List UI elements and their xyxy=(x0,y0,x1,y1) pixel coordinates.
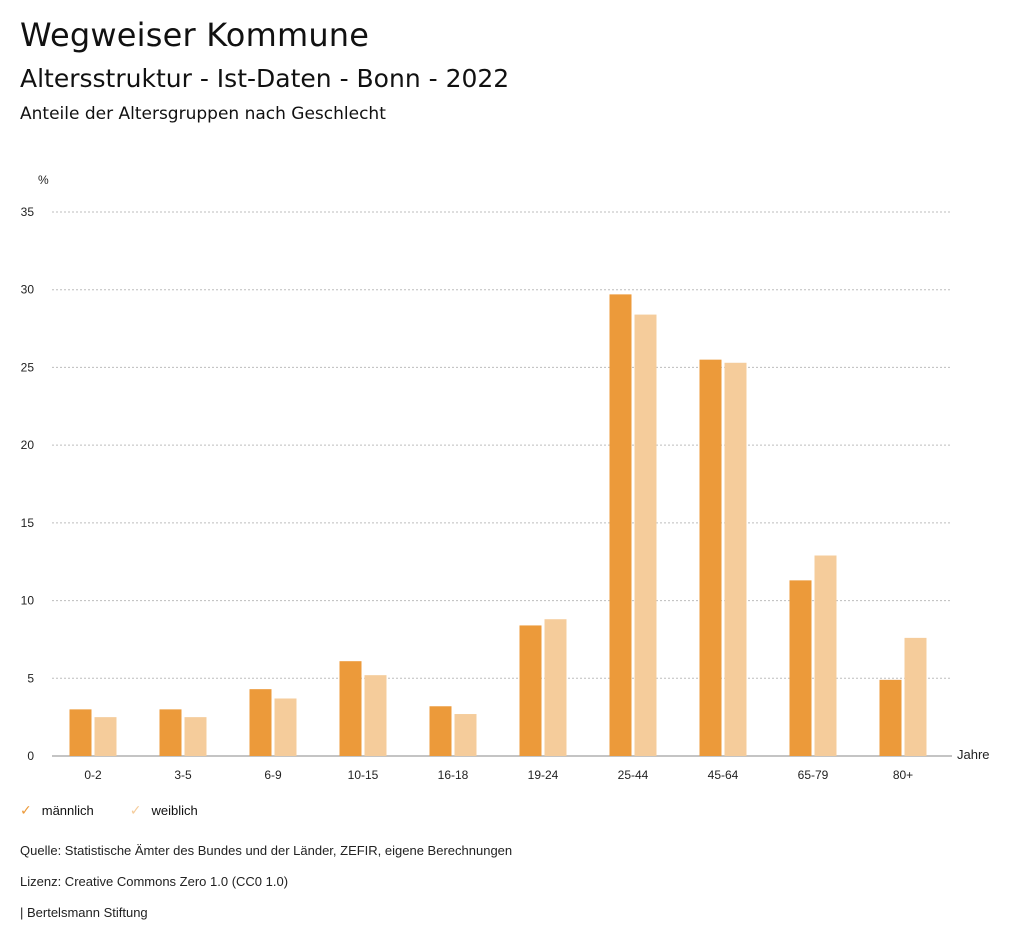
legend-item-weiblich[interactable]: ✓ weiblich xyxy=(130,802,198,819)
bar-maennlich xyxy=(789,580,812,756)
legend: ✓ männlich ✓ weiblich xyxy=(20,802,198,819)
bar-maennlich xyxy=(699,359,722,756)
chart-caption: Anteile der Altersgruppen nach Geschlech… xyxy=(20,104,386,124)
x-tick-label: 45-64 xyxy=(708,768,739,782)
x-tick-label: 0-2 xyxy=(84,768,102,782)
bar-maennlich xyxy=(429,706,452,756)
x-tick-label: 16-18 xyxy=(438,768,469,782)
source-note: Quelle: Statistische Ämter des Bundes un… xyxy=(20,843,513,858)
bar-weiblich xyxy=(274,698,297,756)
legend-item-maennlich[interactable]: ✓ männlich xyxy=(20,802,94,819)
bar-maennlich xyxy=(879,679,902,756)
bar-weiblich xyxy=(184,717,207,756)
legend-label: weiblich xyxy=(151,803,198,818)
bar-maennlich xyxy=(69,709,92,756)
bar-maennlich xyxy=(519,625,542,756)
y-tick-label: 15 xyxy=(21,516,35,530)
bar-maennlich xyxy=(609,294,632,756)
y-tick-label: 30 xyxy=(21,283,35,297)
bar-weiblich xyxy=(814,555,837,756)
y-tick-label: 35 xyxy=(21,205,35,219)
x-tick-label: 25-44 xyxy=(618,768,649,782)
bar-weiblich xyxy=(904,637,927,756)
license-note: Lizenz: Creative Commons Zero 1.0 (CC0 1… xyxy=(20,874,289,889)
legend-label: männlich xyxy=(41,803,94,818)
bar-weiblich xyxy=(94,717,117,756)
check-icon: ✓ xyxy=(20,802,32,818)
y-tick-label: 20 xyxy=(21,438,35,452)
bar-weiblich xyxy=(364,675,387,756)
bar-maennlich xyxy=(159,709,182,756)
bar-maennlich xyxy=(249,689,272,756)
x-tick-label: 3-5 xyxy=(174,768,192,782)
x-tick-label: 65-79 xyxy=(798,768,829,782)
y-tick-label: 10 xyxy=(21,594,35,608)
y-tick-label: 5 xyxy=(27,671,34,685)
x-tick-label: 10-15 xyxy=(348,768,379,782)
y-tick-label: 0 xyxy=(27,749,34,763)
y-axis-label: % xyxy=(38,173,49,187)
bar-weiblich xyxy=(454,714,477,756)
bar-weiblich xyxy=(724,362,747,756)
publisher-note: | Bertelsmann Stiftung xyxy=(20,905,148,920)
page-title: Wegweiser Kommune xyxy=(20,16,370,54)
x-axis-label: Jahre xyxy=(957,747,990,762)
chart-subtitle: Altersstruktur - Ist-Daten - Bonn - 2022 xyxy=(20,64,510,93)
x-tick-label: 19-24 xyxy=(528,768,559,782)
bar-chart: % 0 5 10 15 20 25 30 35 Jahre 0-2 3-5 6-9 10-15 16-18 1… xyxy=(21,173,990,782)
bar-weiblich xyxy=(634,314,657,756)
x-tick-label: 80+ xyxy=(893,768,913,782)
bar-maennlich xyxy=(339,661,362,756)
y-tick-label: 25 xyxy=(21,360,35,374)
check-icon: ✓ xyxy=(129,802,142,818)
bar-weiblich xyxy=(544,619,567,756)
x-tick-label: 6-9 xyxy=(264,768,282,782)
